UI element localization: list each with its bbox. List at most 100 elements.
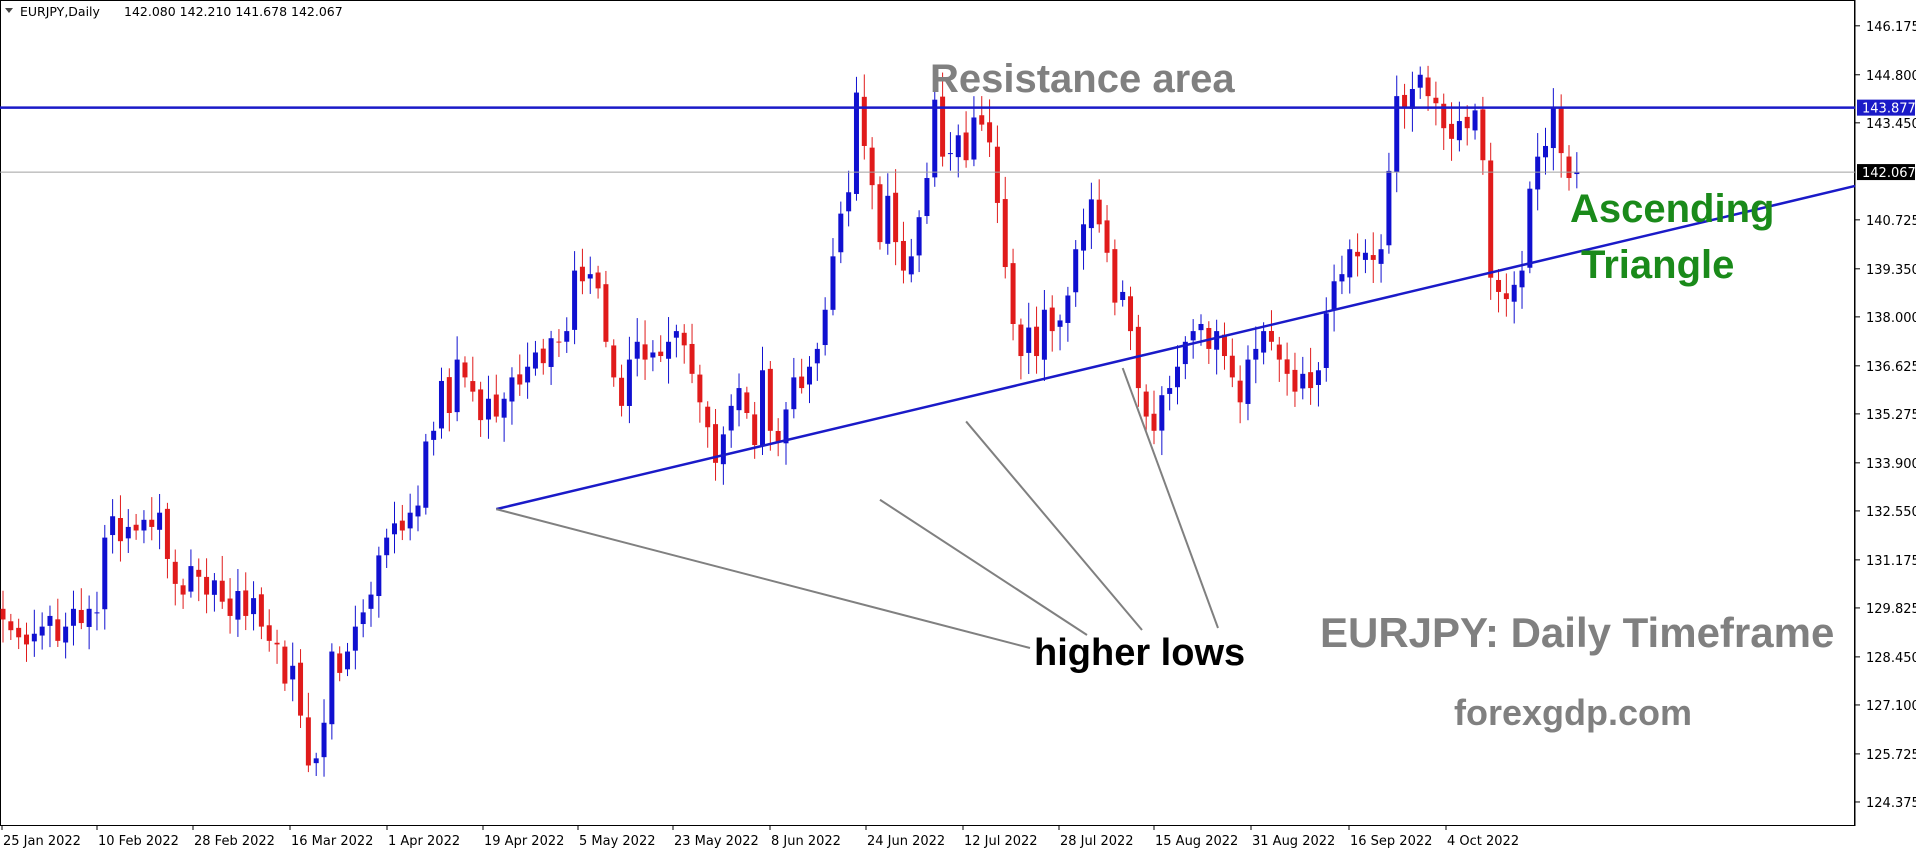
bull-candle-body: [1409, 89, 1415, 109]
chart-header: EURJPY,Daily 142.080 142.210 141.678 142…: [5, 4, 343, 19]
price-axis: 146.175 144.800 143.450 140.725 139.350 138.0…: [1855, 20, 1916, 811]
bull-candle-body: [501, 398, 507, 418]
bull-candle-body: [188, 566, 194, 592]
bull-candle-body: [1190, 331, 1196, 341]
bull-candle-body: [838, 213, 844, 253]
bull-candle-body: [1300, 373, 1306, 389]
bull-candle-body: [947, 153, 953, 155]
triangle-down-icon[interactable]: [5, 8, 13, 13]
bull-candle-body: [313, 758, 319, 764]
bear-candle-body: [172, 561, 178, 584]
price-tick-label: 132.550: [1866, 505, 1916, 520]
bear-candle-body: [258, 594, 264, 627]
bear-candle-body: [196, 569, 202, 577]
bear-candle-body: [744, 392, 750, 413]
bull-candle-body: [1065, 295, 1071, 323]
bear-candle-body: [619, 377, 625, 406]
bear-candle-body: [1151, 413, 1157, 431]
time-tick-label: 31 Aug 2022: [1252, 834, 1335, 849]
bear-candle-body: [775, 431, 781, 442]
bear-candle-body: [133, 524, 139, 531]
bull-candle-body: [736, 388, 742, 411]
bear-candle-body: [462, 362, 468, 378]
bull-candle-body: [1339, 274, 1345, 282]
bull-candle-body: [39, 626, 45, 636]
bear-candle-body: [1370, 255, 1376, 260]
bear-candle-body: [493, 394, 499, 417]
bull-candle-body: [1081, 224, 1087, 251]
bull-candle-body: [846, 192, 852, 212]
bear-candle-body: [274, 642, 280, 645]
bear-candle-body: [869, 147, 875, 186]
current-price-badge: 142.067: [1857, 164, 1916, 181]
bear-candle-body: [642, 344, 648, 360]
bull-candle-body: [1574, 172, 1580, 175]
bear-candle-body: [1221, 334, 1227, 357]
bear-candle-body: [55, 619, 61, 641]
current-price-badge-text: 142.067: [1862, 166, 1916, 181]
bull-candle-body: [1394, 96, 1400, 173]
bear-candle-body: [1276, 344, 1282, 360]
bull-candle-body: [1167, 388, 1173, 394]
bear-candle-body: [877, 184, 883, 243]
time-axis: 25 Jan 2022 10 Feb 2022 28 Feb 2022 16 Mar …: [1, 826, 1519, 849]
bull-candle-body: [1041, 309, 1047, 360]
higher-lows-label: higher lows: [1034, 632, 1245, 674]
bear-candle-body: [470, 381, 476, 392]
bull-candle-body: [916, 217, 922, 256]
time-tick-label: 28 Jul 2022: [1060, 834, 1134, 849]
bull-candle-body: [360, 612, 366, 625]
price-tick-label: 136.625: [1866, 360, 1916, 375]
bear-candle-body: [1292, 369, 1298, 392]
bull-candle-body: [532, 352, 538, 369]
bear-candle-body: [994, 146, 1000, 203]
bear-candle-body: [243, 590, 249, 616]
time-tick-label: 12 Jul 2022: [964, 834, 1038, 849]
bear-candle-body: [305, 717, 311, 766]
ohlc-values: 142.080 142.210 141.678 142.067: [124, 4, 343, 19]
bear-candle-body: [1284, 359, 1290, 374]
price-tick-label: 140.725: [1866, 214, 1916, 229]
bull-candle-body: [791, 377, 797, 410]
price-tick-label: 135.275: [1866, 408, 1916, 423]
drawings: [0, 106, 1856, 649]
bull-candle-body: [1057, 320, 1063, 327]
bull-candle-body: [955, 135, 961, 158]
bear-candle-body: [579, 266, 585, 282]
bear-candle-body: [681, 332, 687, 346]
bull-candle-body: [783, 409, 789, 444]
resistance-price-badge-bg: [1857, 99, 1915, 116]
resistance-price-badge-text: 143.877: [1862, 102, 1916, 117]
bear-candle-body: [1229, 355, 1235, 378]
bear-candle-body: [1096, 199, 1102, 225]
bear-candle-body: [987, 122, 993, 143]
bull-candle-body: [86, 608, 92, 627]
bull-candle-body: [634, 341, 640, 359]
pattern-label-line2: Triangle: [1581, 243, 1734, 287]
bull-candle-body: [1543, 145, 1549, 158]
bull-candle-body: [1456, 121, 1462, 141]
bear-candle-body: [595, 272, 601, 289]
bear-candle-body: [1464, 116, 1470, 129]
price-tick-label: 127.100: [1866, 699, 1916, 714]
bull-candle-body: [853, 92, 859, 194]
price-tick-label: 131.175: [1866, 554, 1916, 569]
bull-candle-body: [760, 370, 766, 446]
bull-candle-body: [431, 430, 437, 440]
bear-candle-body: [767, 368, 773, 431]
bull-candle-body: [1175, 366, 1180, 388]
bear-candle-body: [117, 517, 123, 542]
bear-candle-body: [446, 377, 452, 413]
bull-candle-body: [1347, 249, 1353, 278]
bull-candle-body: [1386, 170, 1392, 246]
time-tick-label: 5 May 2022: [579, 834, 656, 849]
bull-candle-body: [1198, 323, 1204, 331]
price-tick-label: 125.725: [1866, 748, 1916, 763]
bear-candle-body: [1355, 251, 1361, 257]
price-tick-label: 133.900: [1866, 457, 1916, 472]
price-tick-label: 144.800: [1866, 69, 1916, 84]
time-tick-label: 10 Feb 2022: [98, 834, 179, 849]
bear-candle-body: [1566, 156, 1572, 179]
bull-candle-body: [885, 195, 891, 244]
